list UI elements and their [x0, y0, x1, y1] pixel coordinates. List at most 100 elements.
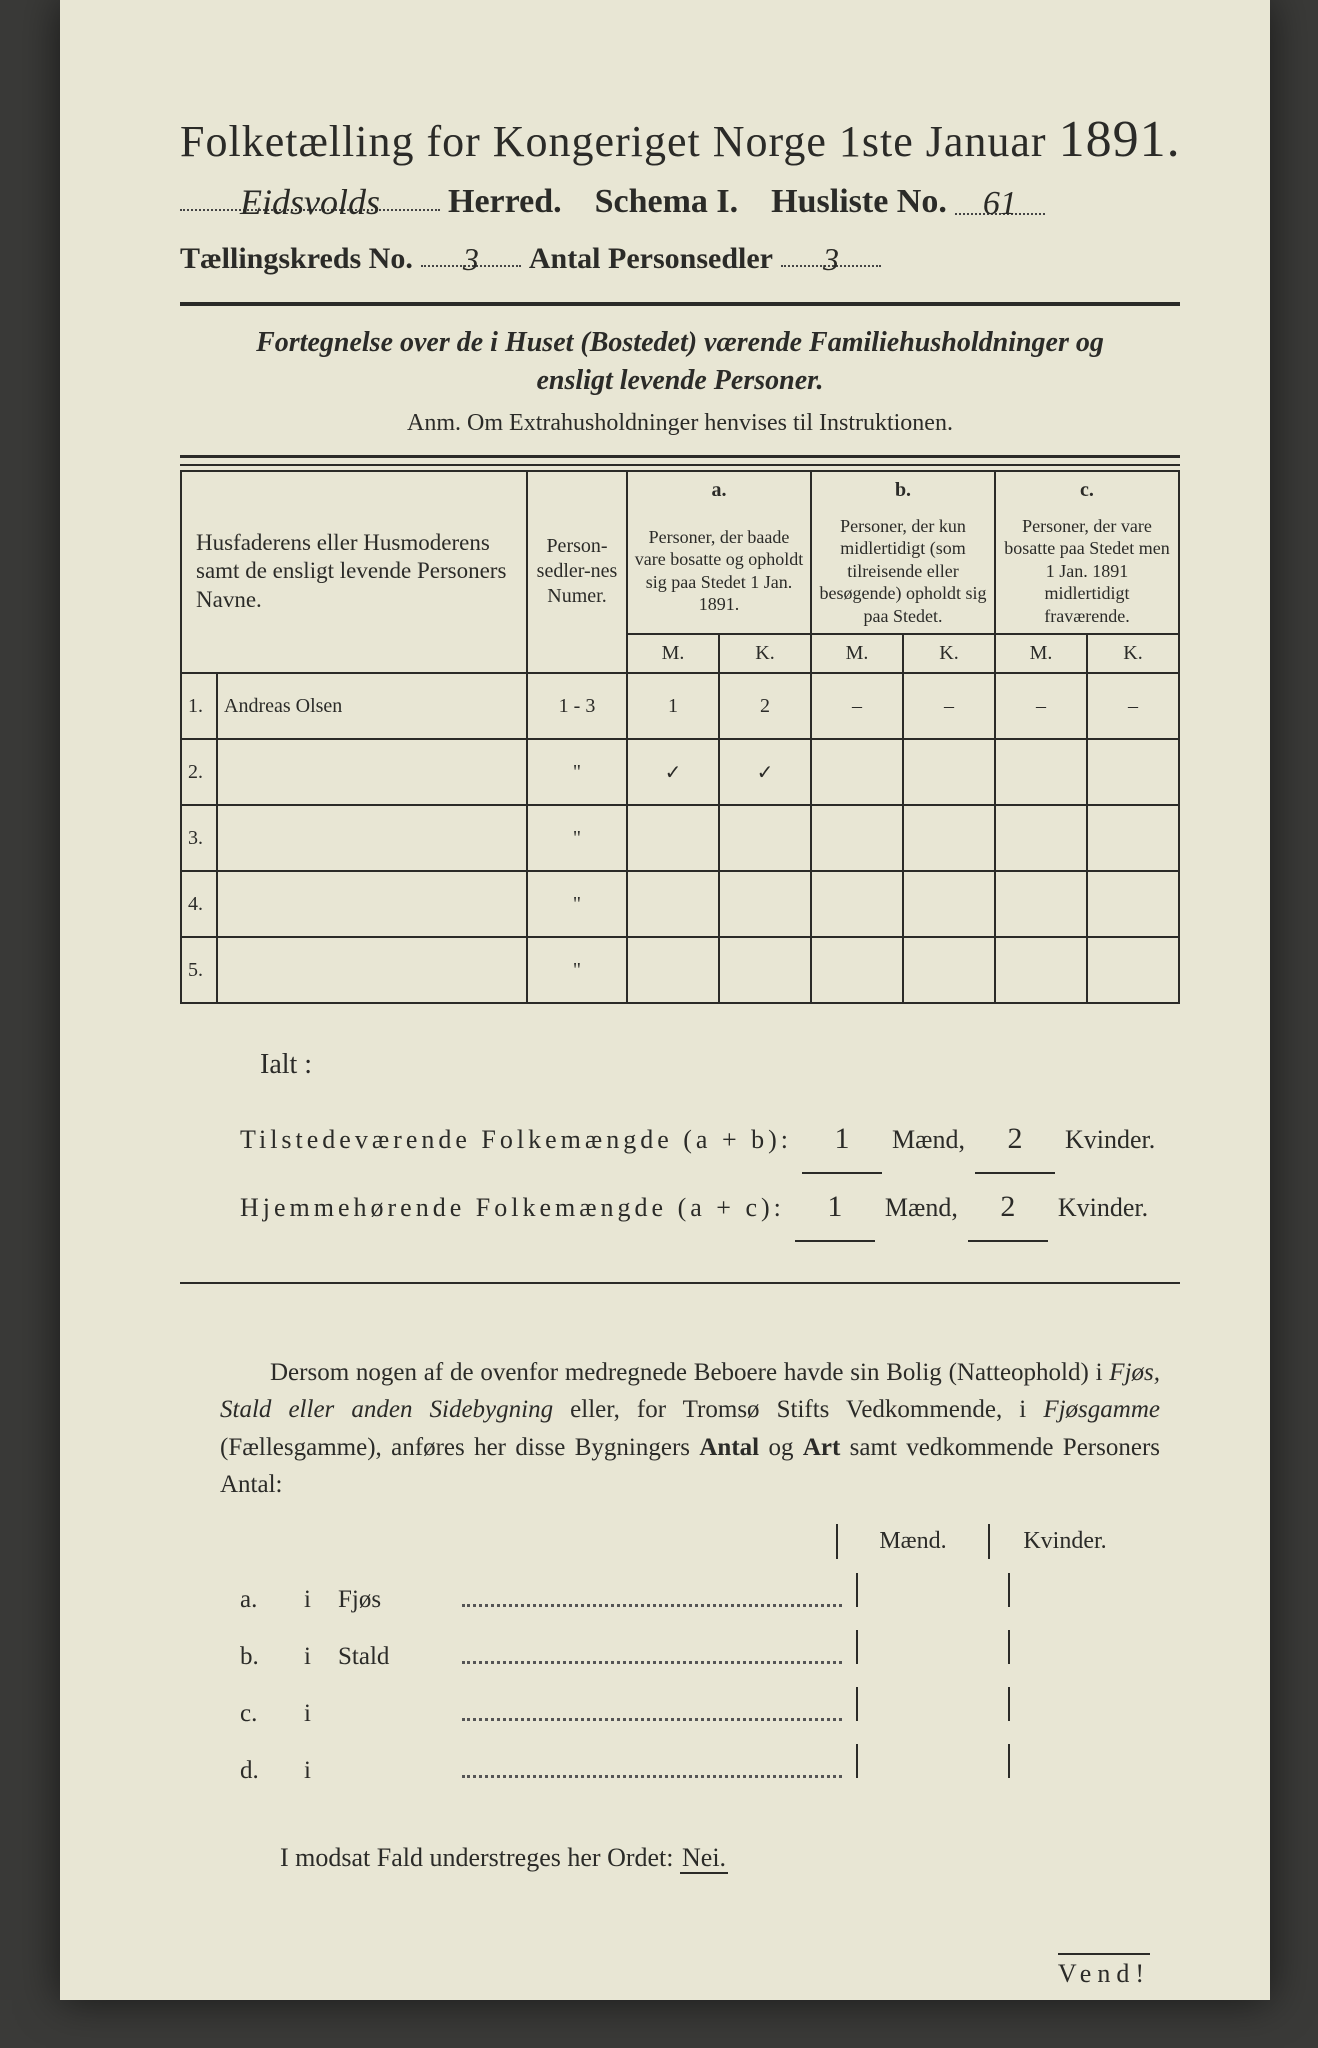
- table-row: 3. ": [181, 805, 1179, 871]
- side-building-paragraph: Dersom nogen af de ovenfor medregnede Be…: [220, 1354, 1160, 1504]
- row-b-m: [811, 937, 903, 1003]
- row-name: [217, 739, 527, 805]
- ialt-row2-label: Hjemmehørende Folkemængde (a + c):: [240, 1179, 785, 1236]
- para-t3: (Fællesgamme), anføres her disse Bygning…: [220, 1434, 699, 1461]
- dot-fill: [462, 1589, 842, 1607]
- dot-mk-cols: [856, 1630, 1160, 1664]
- dot-label: Stald: [338, 1643, 448, 1671]
- dot-i: i: [304, 1586, 324, 1614]
- ialt-row1-label: Tilstedeværende Folkemængde (a + b):: [240, 1111, 792, 1168]
- row-c-k: [1087, 739, 1179, 805]
- dot-mk-cols: [856, 1573, 1160, 1607]
- row-a-m: [627, 871, 719, 937]
- mk-maend: Mænd.: [836, 1524, 988, 1559]
- herred-label: Herred.: [448, 183, 562, 221]
- dot-key: a.: [240, 1586, 290, 1614]
- header-line-3: Tællingskreds No. 3 Antal Personsedler 3: [180, 239, 1180, 276]
- row-name: Andreas Olsen: [217, 673, 527, 739]
- row-a-k: 2: [719, 673, 811, 739]
- row-b-k: [903, 739, 995, 805]
- schema-label: Schema I.: [595, 183, 739, 221]
- row-numer: 1 - 3: [527, 673, 627, 739]
- herred-value: Eidsvolds: [240, 182, 380, 222]
- row-a-k: [719, 937, 811, 1003]
- group-b-key: b.: [895, 479, 911, 501]
- col-a-k: K.: [719, 634, 811, 673]
- title-pre: Folketælling for Kongeriget Norge 1ste J…: [180, 117, 1047, 166]
- dot-i: i: [304, 1643, 324, 1671]
- row-index: 2.: [181, 739, 217, 805]
- maend-label-1: Mænd,: [892, 1111, 965, 1168]
- table-row: 5.": [181, 937, 1179, 1003]
- row-numer: ": [527, 805, 627, 871]
- ialt-row1-m: 1: [802, 1106, 882, 1174]
- anm-note: Anm. Om Extrahusholdninger henvises til …: [180, 410, 1180, 437]
- paper-sheet: Folketælling for Kongeriget Norge 1ste J…: [60, 0, 1270, 2000]
- dot-i: i: [304, 1700, 324, 1728]
- title-year: 1891.: [1059, 111, 1181, 168]
- col-a-m: M.: [627, 634, 719, 673]
- row-a-m: [627, 937, 719, 1003]
- row-c-m: [995, 937, 1087, 1003]
- row-a-m: [627, 805, 719, 871]
- dot-key: b.: [240, 1643, 290, 1671]
- dot-key: c.: [240, 1700, 290, 1728]
- group-a-text: Personer, der baade vare bosatte og opho…: [627, 509, 811, 635]
- para-t2: eller, for Tromsø Stifts Vedkommende, i: [553, 1396, 1043, 1423]
- row-a-m: ✓: [627, 739, 719, 805]
- row-name: [217, 937, 527, 1003]
- nei-word: Nei.: [680, 1843, 728, 1874]
- row-c-k: –: [1087, 673, 1179, 739]
- row-c-k: [1087, 871, 1179, 937]
- dot-row: d. i: [240, 1736, 1160, 1793]
- row-c-k: [1087, 937, 1179, 1003]
- dot-mk-cols: [856, 1687, 1160, 1721]
- vend-label: Vend!: [1058, 1953, 1150, 1989]
- kreds-label: Tællingskreds No.: [180, 242, 413, 276]
- census-table: Husfaderens eller Husmoderens samt de en…: [180, 470, 1180, 1005]
- row-index: 5.: [181, 937, 217, 1003]
- antal-label: Antal Personsedler: [529, 242, 773, 276]
- row-index: 1.: [181, 673, 217, 739]
- table-row: 2."✓✓: [181, 739, 1179, 805]
- row-numer: ": [527, 871, 627, 937]
- row-b-k: [903, 805, 995, 871]
- para-it2: Fjøsgamme: [1043, 1396, 1160, 1423]
- dot-row: b. i Stald: [240, 1622, 1160, 1679]
- row-a-m: 1: [627, 673, 719, 739]
- col-b-m: M.: [811, 634, 903, 673]
- table-top-rule: [180, 455, 1180, 466]
- subtitle: Fortegnelse over de i Huset (Bostedet) v…: [220, 324, 1140, 400]
- dot-key: d.: [240, 1757, 290, 1785]
- dot-fill: [462, 1703, 842, 1721]
- para-t4: og: [759, 1434, 803, 1461]
- group-c-key: c.: [1080, 479, 1094, 501]
- ialt-row-ac: Hjemmehørende Folkemængde (a + c): 1 Mæn…: [240, 1174, 1160, 1242]
- dot-row: c. i: [240, 1679, 1160, 1736]
- row-b-m: [811, 739, 903, 805]
- ialt-heading: Ialt :: [260, 1034, 1160, 1096]
- ialt-block: Ialt : Tilstedeværende Folkemængde (a + …: [240, 1034, 1160, 1242]
- nei-pre: I modsat Fald understreges her Ordet:: [280, 1843, 680, 1872]
- mk-column-head: Mænd. Kvinder.: [180, 1524, 1140, 1559]
- kvinder-label-1: Kvinder.: [1065, 1111, 1155, 1168]
- row-c-m: [995, 739, 1087, 805]
- mk-kvinder: Kvinder.: [988, 1524, 1140, 1559]
- ialt-row2-k: 2: [968, 1174, 1048, 1242]
- col-name-header: Husfaderens eller Husmoderens samt de en…: [181, 471, 527, 674]
- row-b-m: [811, 871, 903, 937]
- row-index: 3.: [181, 805, 217, 871]
- row-c-m: –: [995, 673, 1087, 739]
- row-c-m: [995, 805, 1087, 871]
- dot-i: i: [304, 1757, 324, 1785]
- nei-line: I modsat Fald understreges her Ordet: Ne…: [280, 1843, 1160, 1873]
- title-line: Folketælling for Kongeriget Norge 1ste J…: [180, 110, 1180, 169]
- dot-fill: [462, 1646, 842, 1664]
- dot-mk-cols: [856, 1744, 1160, 1778]
- husliste-value: 61: [983, 185, 1017, 222]
- table-row: 1.Andreas Olsen1 - 312––––: [181, 673, 1179, 739]
- para-b1: Antal: [699, 1434, 759, 1461]
- row-name: [217, 871, 527, 937]
- para-b2: Art: [803, 1434, 840, 1461]
- table-row: 4.": [181, 871, 1179, 937]
